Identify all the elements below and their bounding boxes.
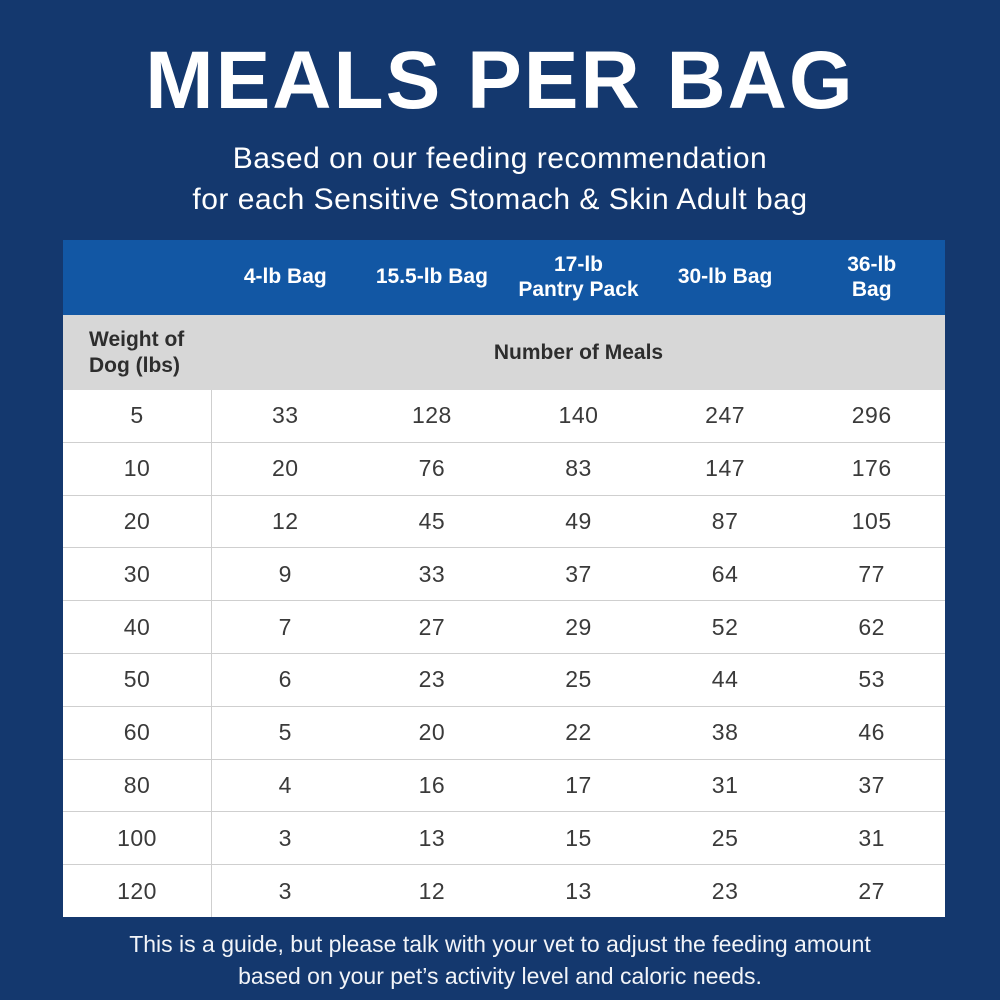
meals-cell: 17 — [565, 771, 592, 798]
meals-cell: 37 — [565, 560, 592, 587]
meals-cell: 3 — [278, 877, 292, 904]
weight-cell: 30 — [63, 548, 212, 601]
meals-cell: 20 — [272, 455, 299, 482]
subtitle-line-2: for each Sensitive Stomach & Skin Adult … — [192, 183, 808, 216]
meals-cell: 31 — [858, 824, 885, 851]
meals-cell: 105 — [851, 507, 892, 534]
meals-cell: 44 — [711, 666, 739, 693]
meals-cell: 3 — [278, 824, 292, 851]
meals-cell: 7 — [278, 613, 292, 640]
meals-cell: 20 — [418, 719, 446, 746]
weight-cell: 80 — [63, 759, 212, 812]
meals-cell: 49 — [565, 507, 592, 534]
meals-cell: 62 — [858, 613, 885, 640]
table-row: 40 7 27 29 52 62 — [63, 600, 945, 653]
meals-cell: 296 — [851, 402, 892, 429]
meals-cell: 46 — [858, 719, 885, 746]
table-row: 60 5 20 22 38 46 — [63, 705, 945, 759]
table-row: 80 4 16 17 31 37 — [63, 758, 945, 812]
meals-cell: 5 — [278, 719, 292, 746]
meals-table: 4-lb Bag 15.5-lb Bag 17-lb Pantry Pack 3… — [63, 240, 945, 917]
table-body: 5 33 128 140 247 296 10 20 76 83 147 176… — [63, 390, 945, 917]
table-row: 20 12 45 49 87 105 — [63, 494, 945, 548]
meals-cell: 64 — [711, 560, 739, 587]
meals-cell: 13 — [418, 824, 446, 851]
weight-cell: 40 — [63, 601, 212, 653]
table-row: 30 9 33 37 64 77 — [63, 547, 945, 601]
weight-cell: 5 — [63, 390, 212, 442]
meals-cell: 23 — [711, 877, 739, 904]
meals-cell: 15 — [565, 824, 592, 851]
table-row: 5 33 128 140 247 296 — [63, 390, 945, 442]
meals-cell: 25 — [711, 824, 739, 851]
meals-cell: 83 — [565, 455, 592, 482]
meals-cell: 247 — [705, 402, 746, 429]
meals-cell: 176 — [851, 455, 892, 482]
meals-cell: 4 — [278, 771, 292, 798]
number-of-meals-header: Number of Meals — [493, 340, 664, 364]
meals-cell: 29 — [565, 613, 592, 640]
meals-cell: 12 — [418, 877, 446, 904]
weight-cell: 20 — [63, 495, 212, 548]
meals-cell: 76 — [418, 455, 446, 482]
table-row: 120 3 12 13 23 27 — [63, 864, 945, 917]
table-row: 100 3 13 15 25 31 — [63, 811, 945, 865]
weight-cell: 120 — [63, 865, 212, 917]
footnote-line-1: This is a guide, but please talk with yo… — [129, 931, 871, 957]
meals-cell: 27 — [418, 613, 446, 640]
meals-cell: 33 — [418, 560, 446, 587]
meals-cell: 12 — [272, 507, 299, 534]
table-row: 50 6 23 25 44 53 — [63, 652, 945, 706]
meals-cell: 77 — [858, 560, 885, 587]
column-header-30lb-bag: 30-lb Bag — [677, 265, 773, 289]
meals-cell: 87 — [711, 507, 739, 534]
weight-cell: 100 — [63, 812, 212, 865]
meals-cell: 13 — [565, 877, 592, 904]
meals-cell: 16 — [418, 771, 446, 798]
column-header-36lb-bag: 36-lb Bag — [847, 253, 897, 301]
meals-cell: 25 — [565, 666, 592, 693]
weight-cell: 60 — [63, 706, 212, 759]
table-subheader-row: Weight of Dog (lbs) Number of Meals — [63, 315, 945, 390]
meals-cell: 9 — [278, 560, 292, 587]
weight-cell: 50 — [63, 653, 212, 706]
meals-cell: 27 — [858, 877, 885, 904]
meals-cell: 53 — [858, 666, 885, 693]
meals-cell: 147 — [705, 455, 746, 482]
meals-cell: 33 — [272, 402, 299, 429]
meals-cell: 31 — [711, 771, 739, 798]
page-title: MEALS PER BAG — [145, 35, 855, 126]
meals-cell: 140 — [558, 402, 599, 429]
meals-cell: 45 — [418, 507, 446, 534]
table-row: 10 20 76 83 147 176 — [63, 441, 945, 495]
meals-cell: 128 — [411, 402, 452, 429]
table-header-row: 4-lb Bag 15.5-lb Bag 17-lb Pantry Pack 3… — [63, 240, 945, 315]
weight-cell: 10 — [63, 442, 212, 495]
column-header-4lb-bag: 4-lb Bag — [243, 265, 327, 289]
column-header-17lb-pantry-pack: 17-lb Pantry Pack — [518, 253, 639, 301]
column-header-15-5lb-bag: 15.5-lb Bag — [375, 265, 488, 289]
footnote-line-2: based on your pet’s activity level and c… — [238, 963, 762, 989]
meals-cell: 6 — [278, 666, 292, 693]
meals-cell: 38 — [711, 719, 739, 746]
meals-cell: 52 — [711, 613, 739, 640]
meals-cell: 37 — [858, 771, 885, 798]
subtitle-line-1: Based on our feeding recommendation — [232, 142, 768, 175]
meals-cell: 22 — [565, 719, 592, 746]
meals-cell: 23 — [418, 666, 446, 693]
weight-of-dog-header: Weight of Dog (lbs) — [89, 328, 185, 377]
